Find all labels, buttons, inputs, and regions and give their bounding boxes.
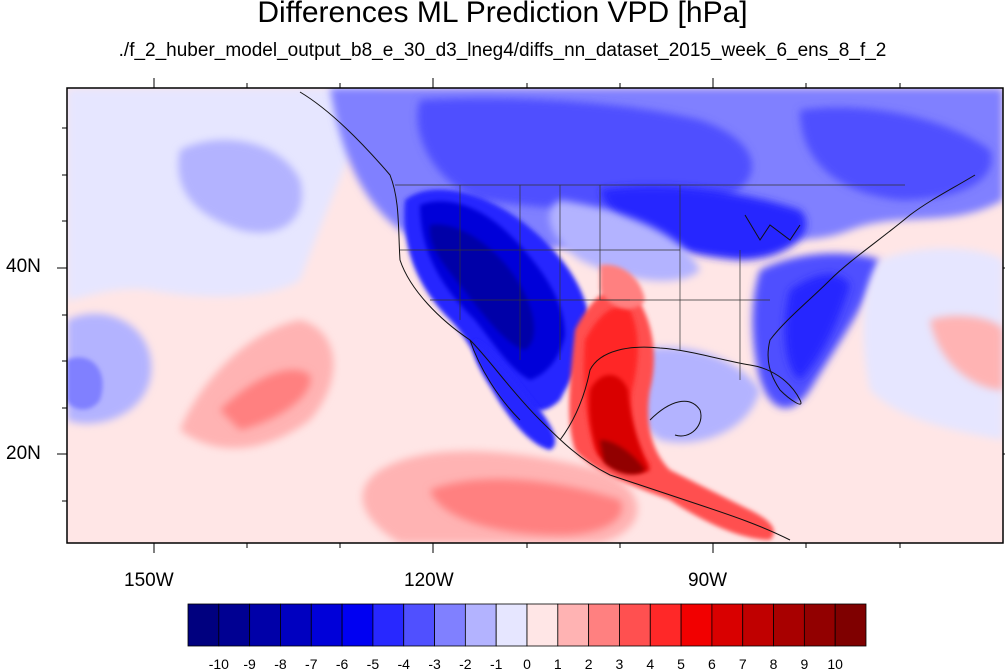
colorbar-label: -7 xyxy=(305,656,318,672)
coastlines xyxy=(299,91,976,541)
colorbar-label: 8 xyxy=(769,656,778,672)
colorbar-swatch xyxy=(464,603,497,647)
lon-label-120w: 120W xyxy=(404,570,454,591)
colorbar-swatch xyxy=(187,603,220,647)
colorbar-label: 5 xyxy=(677,656,685,672)
colorbar-swatch xyxy=(619,603,651,647)
colorbar-label: 7 xyxy=(738,656,747,672)
colorbar-label: -3 xyxy=(428,656,441,672)
colorbar-swatch xyxy=(649,603,682,647)
colorbar-swatch xyxy=(249,603,281,647)
state-boundaries xyxy=(395,184,905,380)
colorbar-swatch xyxy=(742,603,774,647)
colorbar-swatch xyxy=(495,603,528,647)
colorbar-swatch xyxy=(803,603,836,647)
colorbar-label: 6 xyxy=(708,656,716,672)
map-title: Differences ML Prediction VPD [hPa] xyxy=(257,0,748,29)
colorbar-swatch xyxy=(372,603,405,647)
lat-label-20n: 20N xyxy=(6,443,41,464)
colorbar-label: -8 xyxy=(274,656,287,672)
colorbar-swatch xyxy=(680,603,713,647)
colorbar-swatch xyxy=(341,603,374,647)
colorbar-swatch xyxy=(403,603,435,647)
colorbar-label: -5 xyxy=(366,656,380,672)
colorbar-label: 3 xyxy=(615,656,624,672)
colorbar-swatch xyxy=(834,603,867,647)
colorbar-label: 9 xyxy=(800,656,809,672)
colorbar-label: -1 xyxy=(489,656,503,672)
colorbar-label: -2 xyxy=(459,656,472,672)
colorbar-label: -10 xyxy=(208,656,229,672)
colorbar xyxy=(187,603,867,647)
axis-ticks xyxy=(57,78,1005,553)
colorbar-swatch xyxy=(588,603,620,647)
map-subtitle: ./f_2_huber_model_output_b8_e_30_d3_lneg… xyxy=(118,40,887,61)
colorbar-label: 10 xyxy=(827,656,843,672)
lat-label-40n: 40N xyxy=(6,256,41,277)
colorbar-label: 2 xyxy=(584,656,593,672)
colorbar-label: -4 xyxy=(397,656,410,672)
colorbar-label: 1 xyxy=(553,656,562,672)
colorbar-swatch xyxy=(310,603,343,647)
colorbar-swatch xyxy=(280,603,312,647)
colorbar-swatch xyxy=(773,603,805,647)
colorbar-label: -9 xyxy=(243,656,256,672)
colorbar-swatch xyxy=(218,603,251,647)
colorbar-swatch xyxy=(711,603,744,647)
colorbar-swatch xyxy=(557,603,590,647)
lon-label-150w: 150W xyxy=(124,570,174,591)
colorbar-label: 0 xyxy=(523,656,531,672)
map-fill xyxy=(67,88,1003,543)
colorbar-label: -6 xyxy=(335,656,349,672)
colorbar-swatch xyxy=(434,603,466,647)
lon-label-90w: 90W xyxy=(688,570,728,591)
colorbar-swatch xyxy=(526,603,559,647)
colorbar-label: 4 xyxy=(646,656,655,672)
